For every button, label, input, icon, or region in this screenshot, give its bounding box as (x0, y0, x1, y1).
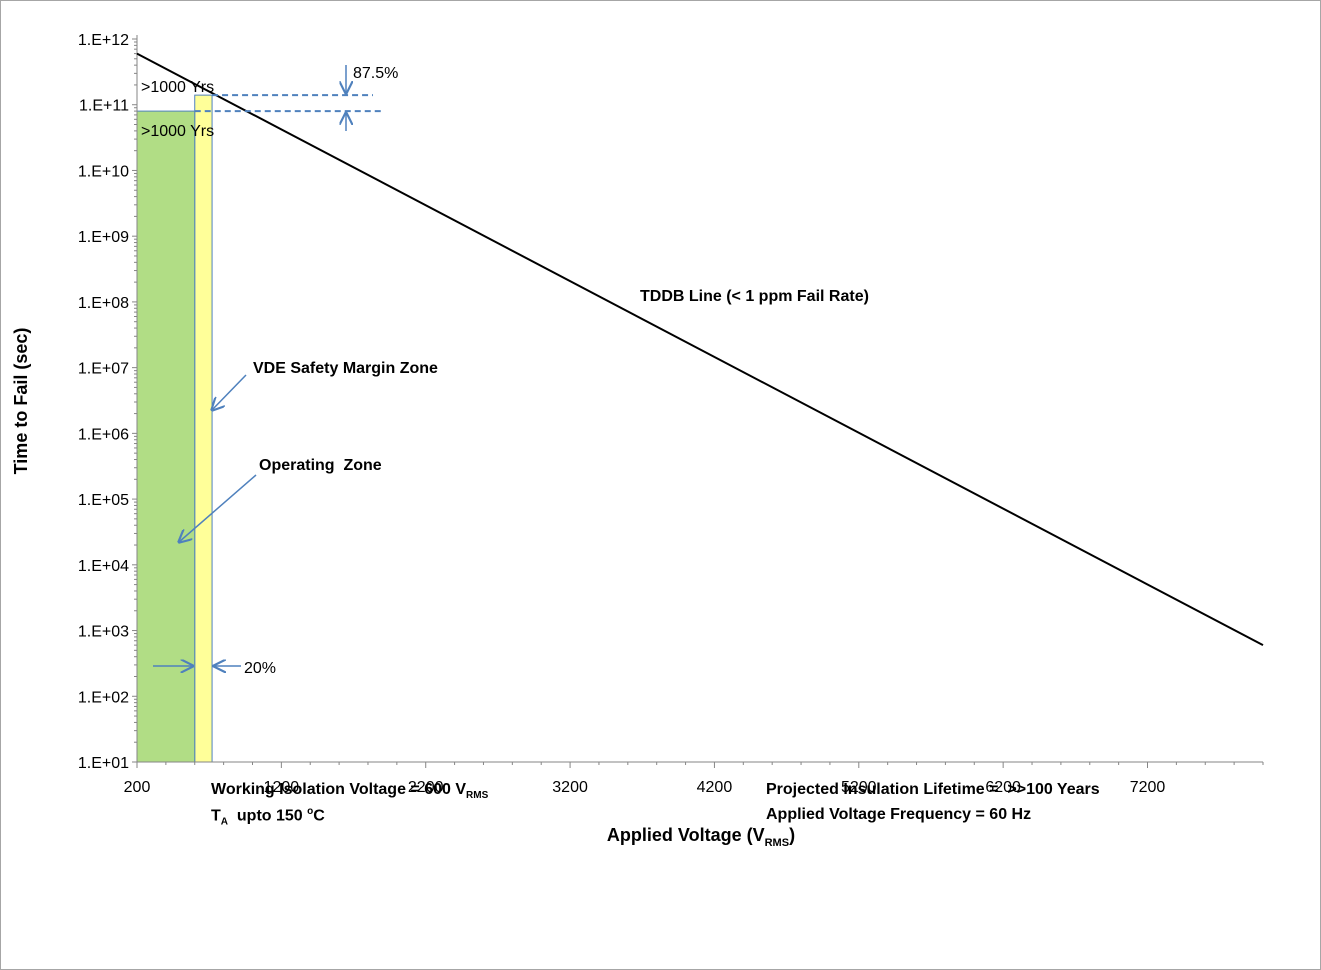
working-voltage-note: Working Isolation Voltage = 600 VRMS (211, 781, 488, 801)
x-tick-label: 1200 (264, 779, 300, 796)
temperature-sub: A (220, 816, 229, 828)
x-tick-label: 7200 (1130, 779, 1166, 796)
vde-safety-margin-zone (194, 94, 213, 763)
y-tick-label: 1.E+01 (78, 755, 129, 772)
x-axis-title-main: Applied Voltage (V (607, 825, 765, 845)
y-tick-label: 1.E+07 (78, 361, 129, 378)
y-tick-label: 1.E+08 (78, 295, 129, 312)
y-tick-label: 1.E+12 (78, 32, 129, 49)
x-tick-label: 6200 (985, 779, 1021, 796)
operating-zone-label: Operating Zone (259, 457, 382, 474)
tddb-line (136, 52, 1264, 647)
lifetime-upper-label: >1000 Yrs (141, 79, 214, 96)
temperature-mid: upto 150 (228, 807, 308, 825)
y-tick-label: 1.E+10 (78, 163, 129, 180)
y-tick-label: 1.E+06 (78, 426, 129, 443)
x-tick-label: 4200 (697, 779, 733, 796)
vde-zone-label: VDE Safety Margin Zone (253, 360, 438, 377)
y-tick-label: 1.E+04 (78, 558, 129, 575)
operating-zone (136, 110, 196, 763)
margin-time-label: 87.5% (353, 65, 398, 82)
temperature-post: C (313, 807, 325, 825)
working-voltage-text: Working Isolation Voltage = 600 V (211, 781, 467, 798)
y-axis-title: Time to Fail (sec) (11, 328, 31, 475)
temperature-pre: T (211, 807, 221, 825)
y-tick-label: 1.E+11 (79, 98, 129, 115)
x-axis-title-sub: RMS (765, 837, 789, 849)
x-tick-label: 2200 (408, 779, 444, 796)
y-tick-label: 1.E+02 (78, 689, 129, 706)
operating-zone-callout-arrow (179, 474, 257, 542)
x-tick-label: 3200 (552, 779, 588, 796)
vde-zone-callout-arrow (212, 374, 247, 410)
x-axis-title-close: ) (789, 825, 795, 845)
tddb-line-label: TDDB Line (< 1 ppm Fail Rate) (640, 288, 869, 305)
y-tick-label: 1.E+05 (78, 492, 129, 509)
lifetime-note: Projected Insulation Lifetime = >>100 Ye… (766, 781, 1100, 798)
lifetime-lower-label: >1000 Yrs (141, 123, 214, 140)
margin-voltage-label: 20% (244, 660, 276, 677)
x-tick-label: 5200 (841, 779, 877, 796)
y-tick-label: 1.E+03 (78, 624, 129, 641)
x-axis-title: Applied Voltage (VRMS) (607, 825, 795, 849)
x-tick-label: 200 (124, 779, 151, 796)
frequency-note: Applied Voltage Frequency = 60 Hz (766, 806, 1032, 823)
temperature-note: TA upto 150 oC (211, 806, 325, 828)
working-voltage-sub: RMS (466, 790, 489, 802)
temperature-sup: o (307, 806, 314, 817)
y-tick-label: 1.E+09 (78, 229, 129, 246)
